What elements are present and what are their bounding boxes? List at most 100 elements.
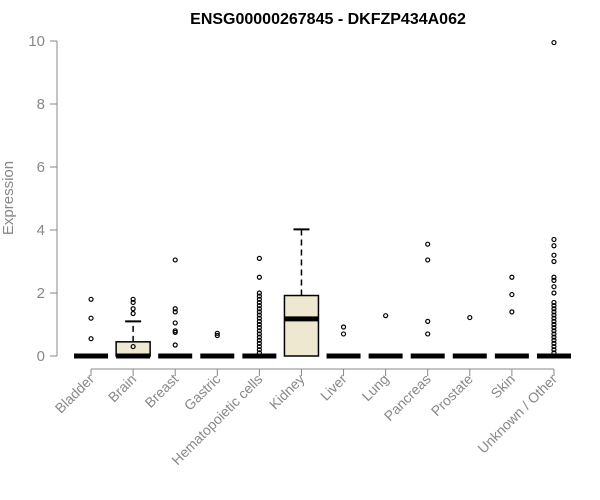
y-tick-label: 0 [37,348,45,365]
outlier-point [256,343,262,350]
x-tick-label: Liver [317,371,350,404]
outlier-point [551,318,557,324]
outlier-point [551,350,557,356]
x-tick-label: Lung [358,371,391,404]
outlier-point [425,257,431,263]
outlier-point [172,306,178,312]
outlier-point [256,296,262,302]
outlier-point [256,299,262,306]
outlier-point [256,318,262,324]
outlier-point [256,309,262,315]
outlier-point [256,315,262,321]
outlier-point [551,236,557,243]
outlier-point [88,296,94,302]
box [283,294,320,357]
outlier-point [551,334,557,340]
outlier-point [551,39,557,46]
outlier-point [256,337,262,343]
outlier-point [340,331,347,337]
x-tick-label: Breast [141,371,181,411]
outlier-point [256,334,262,340]
y-axis-title: Expression [0,161,17,235]
chart-title: ENSG00000267845 - DKFZP434A062 [190,11,466,28]
outlier-point [551,306,557,312]
outlier-point [256,340,262,346]
outlier-point [551,252,557,258]
box-group [368,313,403,359]
box-group [283,228,320,357]
y-tick-label: 10 [28,33,45,50]
outlier-point [551,328,557,334]
outlier-point [256,293,262,299]
outlier-point [172,342,178,348]
outlier-point [551,347,557,353]
outlier-point [214,332,220,339]
outlier-point [551,315,557,321]
box-group [115,296,151,359]
outlier-point [425,318,431,324]
box-group [326,324,361,359]
box-group [158,257,193,359]
outlier-point [256,325,262,331]
outlier-point [130,310,136,317]
outlier-point [551,277,557,283]
outlier-point [551,312,557,318]
outlier-point [130,299,136,306]
outlier-point [256,303,262,309]
box-group [242,255,277,359]
outlier-point [551,325,557,331]
outlier-point [383,313,389,319]
outlier-point [551,340,557,346]
outlier-point [172,257,178,263]
outlier-point [551,321,557,328]
y-axis: 0 2 4 6 8 10 [28,33,58,365]
outlier-point [256,331,262,337]
box-series [74,39,571,359]
outlier-point [256,255,262,261]
outlier-point [551,258,557,265]
outlier-point [172,309,178,315]
x-tick-label: Bladder [52,371,98,417]
outlier-point [551,303,557,309]
outlier-point [256,321,262,328]
outlier-point [551,309,557,315]
outlier-point [551,243,557,249]
outlier-point [551,284,557,290]
y-tick-label: 4 [37,222,45,239]
x-tick-label: Prostate [428,371,476,419]
outlier-point [551,290,557,296]
outlier-point [551,343,557,350]
outlier-point [256,306,262,312]
box-group [200,330,235,359]
outlier-point [130,306,136,312]
box-group [536,39,571,359]
outlier-point [551,299,557,306]
outlier-point [88,336,94,342]
outlier-point [509,291,515,298]
outlier-point [130,343,136,350]
outlier-point [172,320,178,326]
outlier-point [130,296,136,302]
outlier-point [425,241,431,247]
outlier-point [467,314,473,321]
box-group [494,274,529,359]
box-group [410,241,445,359]
outlier-point [88,315,94,321]
outlier-point [551,274,557,280]
outlier-point [551,331,557,337]
box-group [452,314,487,359]
x-tick-label: Kidney [266,371,308,413]
outlier-point [509,274,515,280]
outlier-point [340,324,347,330]
outlier-point [256,274,262,280]
outlier-point [551,337,557,343]
outlier-point [256,347,262,353]
x-tick-label: Skin [487,371,518,402]
y-tick-label: 2 [37,285,45,302]
x-tick-label: Brain [105,371,139,405]
outlier-point [214,330,220,336]
outlier-point [256,312,262,318]
outlier-point [172,328,178,334]
